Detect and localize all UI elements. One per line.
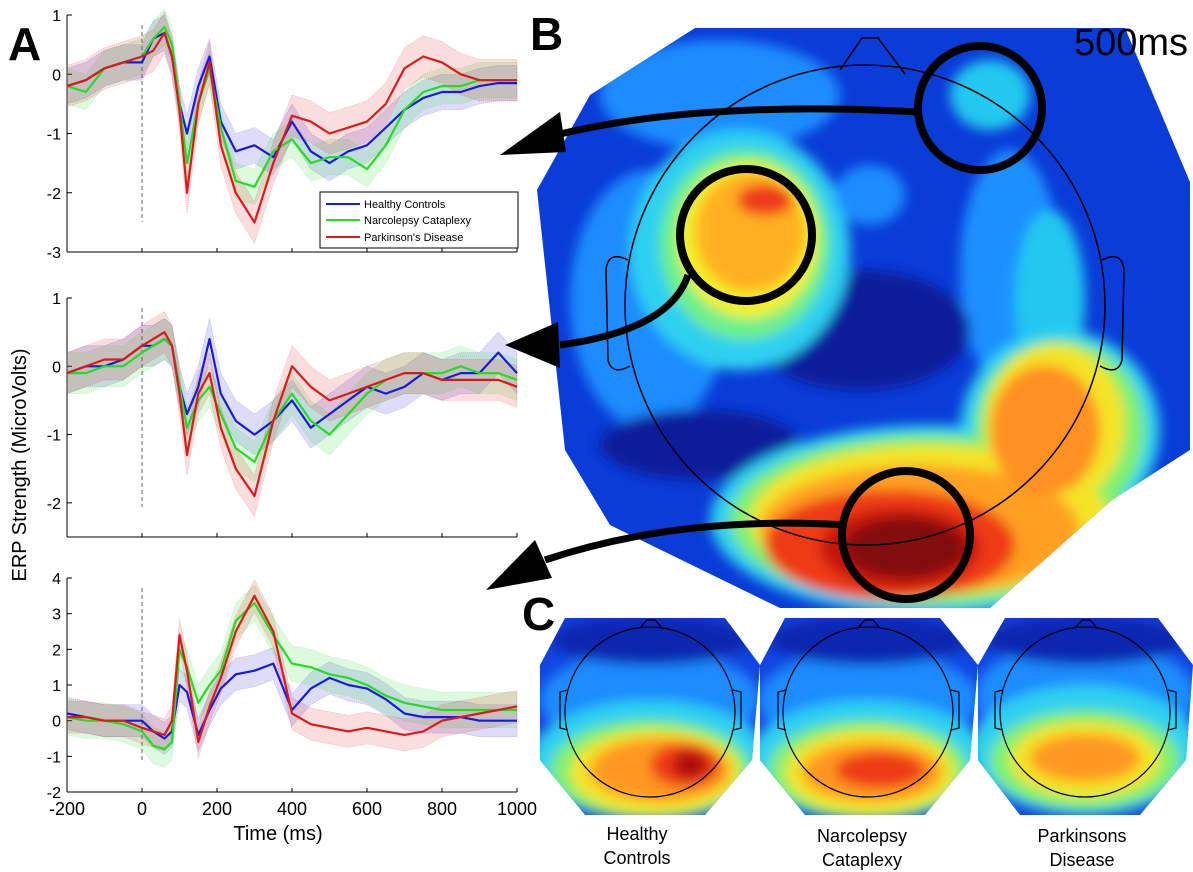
topomap-narcolepsy	[760, 618, 978, 815]
series-line-narcolepsy	[66, 601, 517, 751]
topo-label-parkinson-line1: Parkinsons	[1037, 826, 1126, 846]
x-tick-label: 0	[137, 799, 147, 819]
series-band-healthy	[66, 318, 518, 456]
series-line-parkinson	[66, 31, 517, 224]
arrow-middle-head	[505, 322, 560, 368]
topomap-healthy	[540, 618, 760, 815]
series-line-healthy	[66, 662, 517, 740]
arrow-top-head	[500, 112, 566, 155]
x-tick-label: 1000	[497, 799, 537, 819]
panel-label-c: C	[522, 588, 555, 640]
y-tick-label: -3	[47, 245, 61, 262]
y-tick-label: 0	[52, 359, 61, 376]
erp-chart-bottom: 4 3 2 1 0 -1 -2-200 0 200 400 600 800 1000	[47, 571, 537, 819]
y-tick-label: -2	[47, 785, 61, 802]
legend-entry-narcolepsy: Narcolepsy Cataplexy	[364, 215, 471, 227]
series-band-narcolepsy	[66, 584, 518, 768]
erp-chart-top: 1 0 -1 -2 -3	[47, 8, 518, 262]
y-tick-label: 1	[52, 678, 61, 695]
series-line-narcolepsy	[66, 25, 517, 188]
y-tick-label: 0	[52, 67, 61, 84]
series-band-healthy	[66, 647, 518, 755]
topo-label-healthy-line2: Controls	[603, 848, 670, 868]
y-tick-label: -2	[47, 496, 61, 513]
series-line-narcolepsy	[67, 337, 518, 463]
erp-chart-middle: 1 0 -1 -2	[47, 291, 518, 538]
x-tick-label: 400	[277, 799, 307, 819]
topo-label-parkinson-line2: Disease	[1049, 850, 1114, 870]
y-tick-label: 1	[52, 8, 61, 25]
y-tick-label: 2	[52, 642, 61, 659]
topomap-parkinson	[978, 618, 1193, 815]
y-tick-label: -2	[47, 186, 61, 203]
y-tick-label: 0	[52, 714, 61, 731]
series-line-parkinson	[67, 594, 518, 744]
y-axis-title: ERP Strength (MicroVolts)	[9, 348, 31, 581]
y-tick-label: -1	[47, 428, 61, 445]
legend: Healthy Controls Narcolepsy Cataplexy Pa…	[319, 191, 519, 249]
arrow-top	[555, 105, 919, 139]
roi-circle-posterior	[838, 467, 974, 603]
y-tick-label: 4	[52, 571, 61, 588]
roi-circle-frontal-left	[676, 165, 816, 305]
arrow-bottom-head	[486, 540, 552, 590]
topo-label-narcolepsy-line2: Cataplexy	[822, 850, 902, 870]
x-tick-label: 200	[202, 799, 232, 819]
series-line-parkinson	[66, 331, 518, 498]
roi-annotations	[486, 42, 1046, 603]
legend-entry-parkinson: Parkinson's Disease	[364, 232, 463, 244]
y-tick-label: -1	[47, 749, 61, 766]
x-axis-title: Time (ms)	[233, 823, 322, 845]
arrow-bottom	[543, 519, 846, 564]
arrow-middle	[559, 273, 692, 349]
time-label: 500ms	[1074, 22, 1188, 64]
roi-circle-frontal-right	[914, 42, 1046, 174]
topo-label-healthy-line1: Healthy	[606, 824, 667, 844]
topo-label-narcolepsy-line1: Narcolepsy	[817, 826, 907, 846]
y-tick-label: -1	[47, 127, 61, 144]
panel-label-b: B	[530, 8, 563, 60]
x-tick-label: -200	[49, 799, 85, 819]
y-tick-label: 3	[52, 607, 61, 624]
y-tick-label: 1	[52, 291, 61, 308]
series-band-parkinson	[66, 311, 518, 518]
legend-entry-healthy: Healthy Controls	[364, 199, 446, 211]
series-band-parkinson	[66, 579, 518, 759]
series-band-healthy	[66, 14, 518, 182]
x-tick-label: 600	[352, 799, 382, 819]
x-tick-label: 800	[427, 799, 457, 819]
panel-label-a: A	[8, 18, 41, 70]
